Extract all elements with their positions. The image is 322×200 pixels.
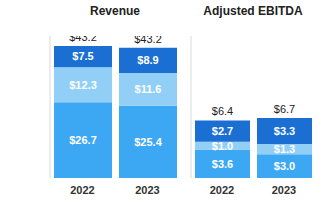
svg-text:$26.7: $26.7 bbox=[69, 134, 97, 146]
html-text:Adjusted EBITDA: Adjusted EBITDA bbox=[203, 4, 303, 18]
svg-text:2022: 2022 bbox=[70, 184, 94, 196]
svg-text:$7.5: $7.5 bbox=[72, 50, 93, 62]
svg-text:$12.3: $12.3 bbox=[69, 79, 97, 91]
svg-text:$25.4: $25.4 bbox=[134, 136, 162, 148]
svg-text:$11.6: $11.6 bbox=[135, 83, 162, 95]
svg-text:$1.3: $1.3 bbox=[274, 143, 295, 155]
svg-text:2022: 2022 bbox=[210, 184, 234, 196]
svg-text:$3.3: $3.3 bbox=[274, 125, 295, 137]
svg-text:$6.7: $6.7 bbox=[274, 103, 295, 115]
svg-text:$43.2: $43.2 bbox=[69, 36, 97, 43]
svg-text:$3.6: $3.6 bbox=[212, 158, 233, 170]
svg-text:$8.9: $8.9 bbox=[137, 54, 158, 66]
svg-text:2023: 2023 bbox=[272, 184, 296, 196]
svg-text:$6.4: $6.4 bbox=[212, 105, 233, 117]
svg-text:$43.2: $43.2 bbox=[134, 36, 162, 45]
svg-text:$2.7: $2.7 bbox=[212, 125, 233, 137]
svg-text:$1.0: $1.0 bbox=[212, 140, 233, 152]
html-text:Revenue: Revenue bbox=[90, 4, 140, 18]
svg-text:$3.0: $3.0 bbox=[274, 160, 295, 172]
svg-text:2023: 2023 bbox=[135, 184, 159, 196]
